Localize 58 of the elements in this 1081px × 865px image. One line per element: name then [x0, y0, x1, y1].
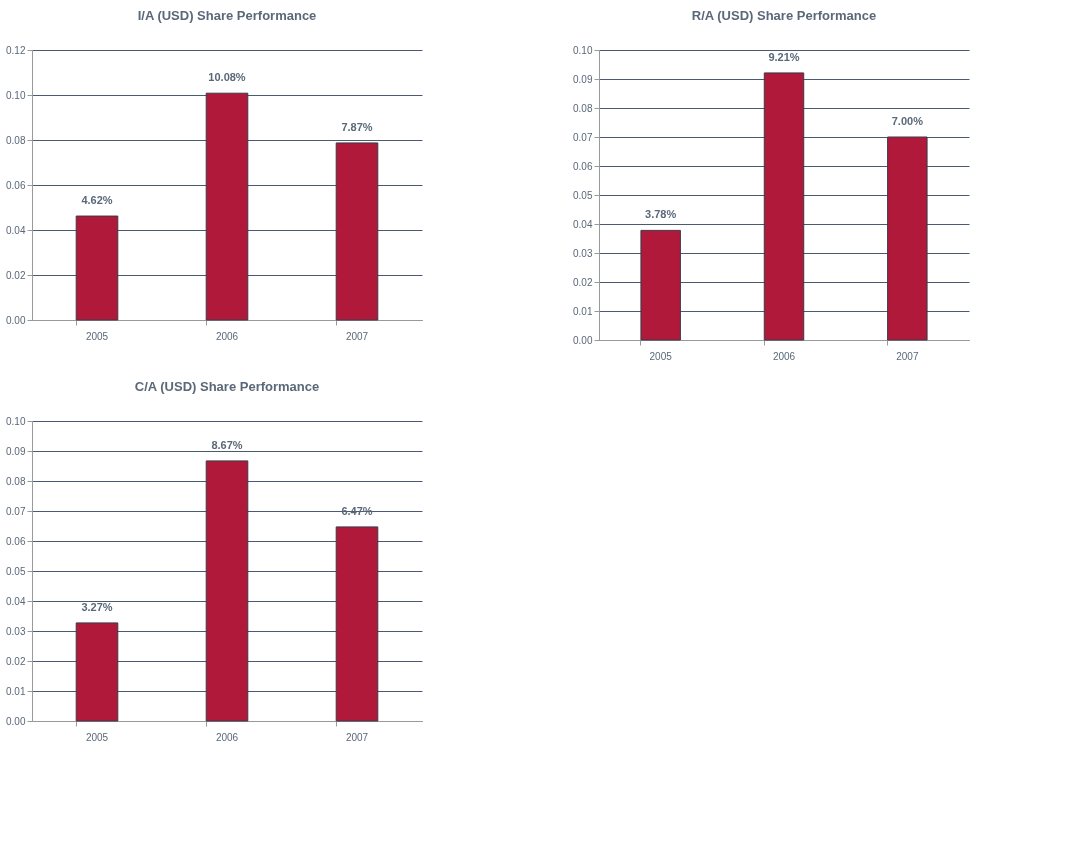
x-tick-label: 2006 [215, 330, 239, 342]
text: 7.00% [891, 115, 923, 127]
chart-title: I/A (USD) Share Performance [137, 8, 317, 23]
y-tick-label: 0.10 [6, 89, 26, 101]
y-tick-label: 0.09 [6, 445, 26, 457]
y-tick-label: 0.06 [6, 535, 26, 547]
y-tick-label: 0.01 [573, 305, 593, 317]
x-tick-label: 2007 [345, 330, 369, 342]
text: 3.27% [81, 600, 113, 613]
y-tick-label: 0.00 [6, 715, 26, 727]
bar [205, 460, 249, 722]
y-tick-label: 0.08 [573, 102, 593, 114]
y-tick-label: 0.03 [573, 247, 593, 259]
y-tick-label: 0.04 [6, 595, 26, 607]
y-tick-label: 0.02 [573, 276, 593, 288]
y-tick-label: 0.07 [573, 131, 593, 143]
x-tick-label: 2006 [772, 350, 796, 362]
text: 10.08% [208, 71, 246, 84]
y-tick-label: 0.05 [6, 565, 26, 577]
bar [763, 72, 805, 341]
x-tick-label: 2007 [896, 350, 919, 362]
y-tick-label: 0.08 [6, 134, 26, 146]
bar [335, 142, 379, 321]
y-tick-label: 0.03 [6, 625, 26, 637]
x-tick-label: 2006 [215, 731, 239, 743]
y-tick-label: 0.07 [6, 505, 26, 517]
text: 7.87% [341, 120, 373, 133]
x-tick-label: 2007 [345, 731, 369, 743]
bar [640, 229, 681, 341]
text: 4.62% [81, 194, 113, 207]
y-tick-label: 0.10 [6, 415, 26, 427]
y-tick-label: 0.09 [573, 73, 593, 85]
text: 8.67% [211, 438, 243, 451]
y-tick-label: 0.04 [6, 224, 26, 236]
chart-title: R/A (USD) Share Performance [691, 8, 877, 23]
y-tick-label: 0.05 [573, 189, 593, 201]
y-tick-label: 0.01 [6, 685, 26, 697]
y-tick-label: 0.06 [6, 179, 26, 191]
y-tick-label: 0.04 [573, 218, 593, 230]
x-tick-label: 2005 [85, 330, 109, 342]
y-tick-label: 0.12 [6, 44, 26, 56]
bar [75, 622, 119, 722]
x-tick-label: 2005 [85, 731, 109, 743]
y-tick-label: 0.02 [6, 655, 26, 667]
text: 3.78% [645, 208, 677, 221]
y-tick-label: 0.00 [573, 334, 593, 346]
y-tick-label: 0.10 [573, 44, 593, 56]
bar [205, 92, 249, 321]
text: 9.21% [768, 50, 800, 63]
y-tick-label: 0.06 [573, 160, 593, 172]
y-tick-label: 0.08 [6, 475, 26, 487]
bar [335, 526, 379, 722]
bar [887, 136, 928, 341]
bar [75, 215, 119, 321]
y-tick-label: 0.02 [6, 269, 26, 281]
y-tick-label: 0.00 [6, 314, 26, 326]
chart-title: C/A (USD) Share Performance [134, 379, 320, 394]
x-tick-label: 2005 [649, 350, 673, 362]
